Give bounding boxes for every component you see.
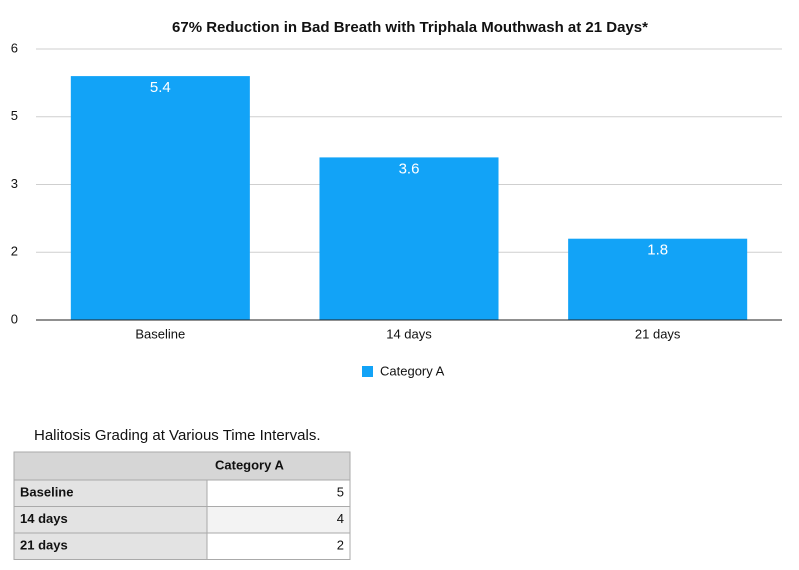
chart-title: 67% Reduction in Bad Breath with Triphal…	[172, 19, 648, 36]
x-tick-label: 21 days	[635, 326, 681, 341]
bar	[568, 238, 748, 320]
x-tick-label: 14 days	[386, 326, 432, 341]
data-label: 5.4	[150, 79, 171, 96]
data-label: 3.6	[399, 160, 420, 177]
legend-swatch	[362, 366, 373, 377]
table-title: Halitosis Grading at Various Time Interv…	[34, 427, 321, 444]
cell-value: 2	[337, 538, 344, 553]
row-label: Baseline	[20, 485, 73, 500]
value-cell	[206, 479, 351, 507]
data-label: 1.8	[647, 242, 668, 259]
y-tick-label: 0	[11, 311, 18, 326]
x-tick-label: Baseline	[135, 326, 185, 341]
y-tick-label: 2	[11, 244, 18, 259]
value-cell	[206, 506, 351, 534]
y-tick-label: 6	[11, 40, 18, 55]
cell-value: 4	[337, 511, 344, 526]
bar	[70, 76, 250, 320]
y-tick-label: 5	[11, 108, 18, 123]
cell-value: 5	[337, 485, 344, 500]
y-tick-label: 3	[11, 176, 18, 191]
row-label: 21 days	[20, 538, 68, 553]
row-header-cell	[13, 532, 208, 560]
bar	[319, 157, 499, 320]
legend-label: Category A	[380, 363, 445, 378]
table-header	[13, 451, 351, 481]
row-label: 14 days	[20, 511, 68, 526]
value-cell	[206, 532, 351, 560]
column-header: Category A	[215, 457, 284, 472]
